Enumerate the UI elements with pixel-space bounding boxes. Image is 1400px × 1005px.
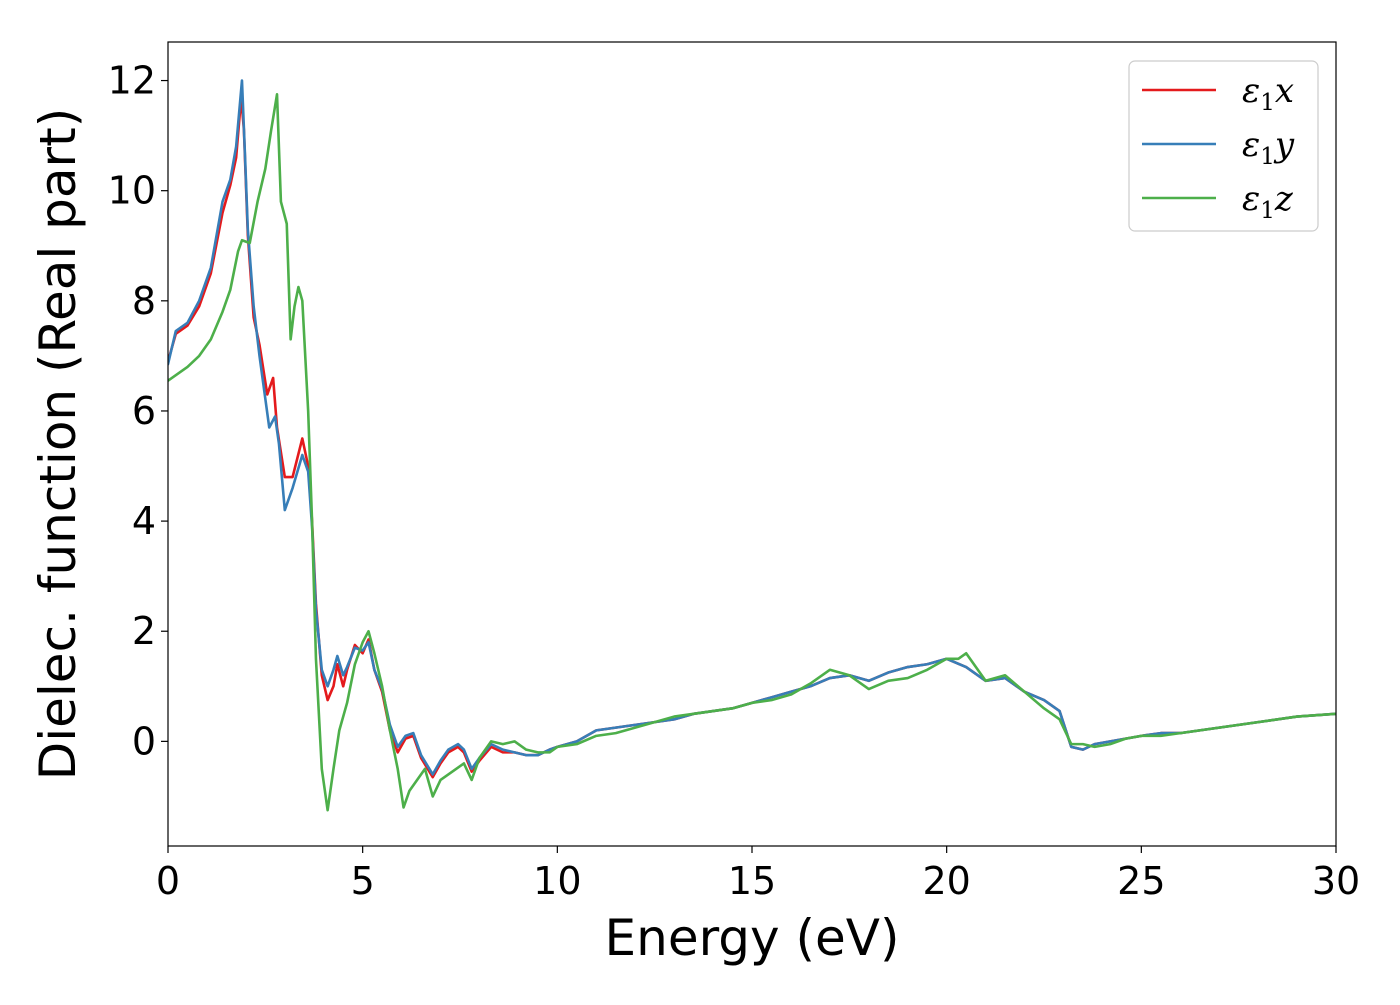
- x-tick-label: 30: [1312, 859, 1360, 903]
- y-tick-label: 8: [132, 279, 156, 323]
- x-axis: 0 5 10 15 20 25 30: [156, 846, 1360, 903]
- y-axis-label: Dielec. function (Real part): [29, 108, 87, 780]
- legend: ε1x ε1y ε1z: [1128, 60, 1319, 232]
- y-tick-label: 0: [132, 719, 156, 763]
- x-tick-label: 25: [1117, 859, 1165, 903]
- x-tick-label: 20: [922, 859, 970, 903]
- series-line-z: [168, 93, 1336, 812]
- x-axis-label: Energy (eV): [605, 909, 900, 967]
- y-tick-label: 12: [108, 59, 156, 103]
- x-tick-label: 15: [728, 859, 776, 903]
- legend-box: [1128, 60, 1319, 232]
- y-tick-label: 6: [132, 389, 156, 433]
- y-tick-label: 4: [132, 499, 156, 543]
- legend-label-y: ε1y: [1242, 125, 1295, 170]
- x-tick-label: 10: [533, 859, 581, 903]
- series-layer: [168, 79, 1336, 812]
- x-tick-label: 5: [351, 859, 375, 903]
- y-tick-label: 2: [132, 609, 156, 653]
- legend-label-z: ε1z: [1242, 179, 1294, 224]
- y-axis: 0 2 4 6 8 10 12: [108, 59, 168, 763]
- y-tick-label: 10: [108, 169, 156, 213]
- x-tick-label: 0: [156, 859, 180, 903]
- legend-label-x: ε1x: [1242, 71, 1294, 116]
